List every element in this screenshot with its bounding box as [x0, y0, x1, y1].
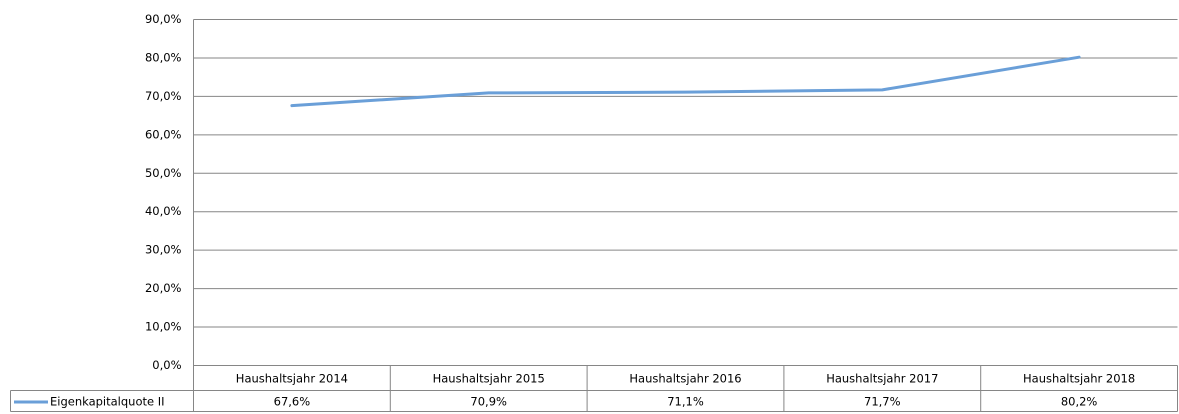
y-tick-label: 80,0% — [145, 50, 182, 64]
x-tick-label: Haushaltsjahr 2018 — [1023, 372, 1135, 386]
x-tick-label: Haushaltsjahr 2014 — [236, 372, 348, 386]
y-tick-label: 10,0% — [145, 320, 182, 334]
x-tick-label: Haushaltsjahr 2016 — [629, 372, 741, 386]
legend-label: Eigenkapitalquote II — [50, 395, 165, 409]
line-series — [290, 55, 1081, 108]
y-tick-label: 30,0% — [145, 243, 182, 257]
y-tick-label: 40,0% — [145, 204, 182, 218]
y-tick-label: 60,0% — [145, 127, 182, 141]
table-value: 67,6% — [274, 395, 311, 409]
y-tick-label: 70,0% — [145, 89, 182, 103]
y-tick-label: 0,0% — [152, 358, 181, 372]
table-value: 71,7% — [864, 395, 901, 409]
x-tick-label: Haushaltsjahr 2017 — [826, 372, 938, 386]
y-tick-label: 50,0% — [145, 166, 182, 180]
table-value: 71,1% — [667, 395, 704, 409]
table-value: 80,2% — [1061, 395, 1098, 409]
table-value: 70,9% — [470, 395, 507, 409]
x-tick-label: Haushaltsjahr 2015 — [433, 372, 545, 386]
y-tick-label: 90,0% — [145, 12, 182, 26]
y-tick-label: 20,0% — [145, 281, 182, 295]
